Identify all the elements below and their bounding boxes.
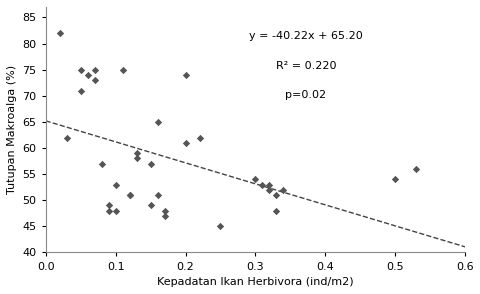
- Point: [119, 67, 126, 72]
- Point: [391, 177, 398, 182]
- Point: [105, 203, 112, 208]
- Point: [181, 141, 189, 145]
- Point: [154, 120, 161, 124]
- Point: [251, 177, 259, 182]
- Point: [105, 208, 112, 213]
- Point: [77, 67, 84, 72]
- Point: [91, 67, 98, 72]
- Point: [154, 193, 161, 197]
- Point: [91, 78, 98, 82]
- Y-axis label: Tutupan Makroalga (%): Tutupan Makroalga (%): [7, 65, 17, 194]
- Point: [216, 224, 224, 229]
- Text: R² = 0.220: R² = 0.220: [275, 61, 336, 71]
- Point: [181, 73, 189, 77]
- Point: [111, 208, 119, 213]
- Point: [146, 161, 154, 166]
- Point: [84, 73, 91, 77]
- Point: [56, 31, 63, 35]
- Point: [279, 188, 287, 192]
- Point: [111, 182, 119, 187]
- Point: [160, 213, 168, 218]
- Point: [411, 166, 419, 171]
- Point: [258, 182, 266, 187]
- Point: [77, 88, 84, 93]
- Point: [132, 151, 140, 156]
- Point: [160, 208, 168, 213]
- Point: [265, 182, 273, 187]
- Point: [132, 156, 140, 161]
- Point: [125, 193, 133, 197]
- Point: [272, 193, 280, 197]
- Point: [146, 203, 154, 208]
- Point: [63, 135, 71, 140]
- Point: [125, 193, 133, 197]
- Text: y = -40.22x + 65.20: y = -40.22x + 65.20: [249, 31, 362, 41]
- X-axis label: Kepadatan Ikan Herbivora (ind/m2): Kepadatan Ikan Herbivora (ind/m2): [157, 277, 353, 287]
- Text: p=0.02: p=0.02: [285, 90, 326, 100]
- Point: [195, 135, 203, 140]
- Point: [97, 161, 105, 166]
- Point: [272, 208, 280, 213]
- Point: [265, 188, 273, 192]
